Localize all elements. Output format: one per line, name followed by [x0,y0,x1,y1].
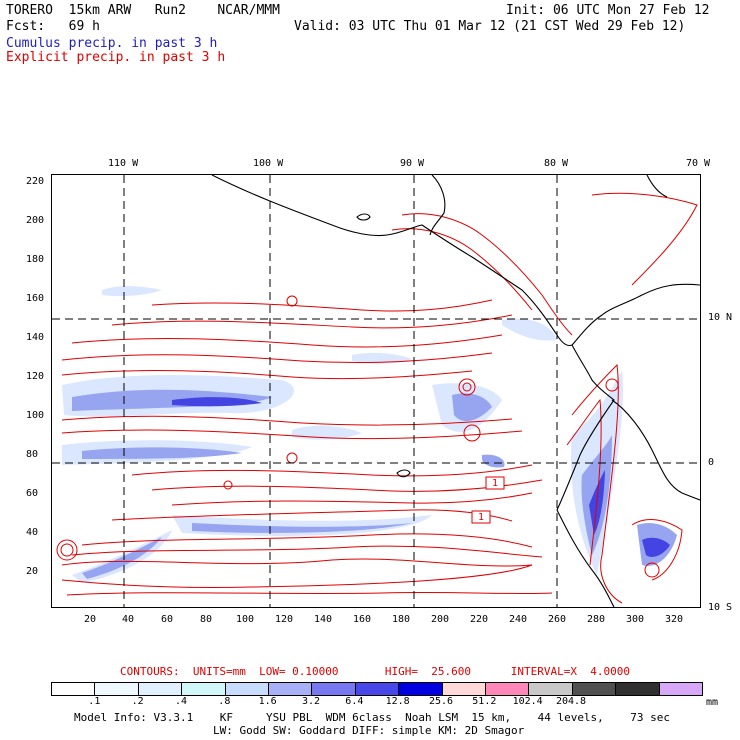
x-tick: 20 [84,614,97,625]
legend-label: .8 [218,696,231,707]
legend-swatch [182,683,226,695]
explicit-label: Explicit precip. in past 3 h [6,50,226,65]
legend-label: 102.4 [512,696,543,707]
y-tick: 60 [26,488,39,499]
legend-unit: mm [706,697,719,708]
legend-swatch [225,683,270,695]
legend-swatch [529,683,573,695]
legend-swatch [572,683,617,695]
legend-label: 6.4 [345,696,364,707]
cumulus-precip-shading [62,286,677,583]
y-tick: 200 [26,215,45,226]
model-info: Model Info: V3.3.1 KF YSU PBL WDM 6class… [74,711,671,724]
legend-label: 204.8 [555,696,587,707]
x-tick: 260 [548,614,567,625]
y-tick: 80 [26,449,39,460]
explicit-precip-contours [56,192,698,604]
x-tick: 220 [470,614,489,625]
y-tick: 100 [26,410,45,421]
x-tick: 300 [626,614,645,625]
precip-map: 1 1 [51,174,701,608]
legend-labels: .1 .2 .4 .8 1.6 3.2 6.4 12.8 25.6 51.2 102.4 204.8 [51,696,701,708]
legend-swatch [355,683,400,695]
x-tick: 100 [236,614,255,625]
latlon-grid [52,175,700,607]
lat-label: 0 [708,457,715,468]
legend-swatch [95,683,139,695]
x-tick: 40 [122,614,135,625]
legend-swatch [659,683,703,695]
legend-swatch [616,683,660,695]
y-tick: 40 [26,527,39,538]
contours-info: CONTOURS: UNITS=mm LOW= 0.10000 HIGH= 25… [120,665,630,678]
lon-label: 70 W [686,158,711,169]
header-title: TORERO 15km ARW Run2 NCAR/MMM [6,3,280,18]
legend-swatch [269,683,313,695]
lon-label: 100 W [253,158,284,169]
x-tick: 320 [665,614,684,625]
legend-label: .2 [131,696,144,707]
y-tick: 220 [26,176,45,187]
x-tick: 200 [431,614,450,625]
legend-swatch [52,683,96,695]
y-tick: 180 [26,254,45,265]
lat-label: 10 N [708,312,733,323]
x-tick: 240 [509,614,528,625]
lat-label: 10 S [708,602,733,613]
y-tick: 140 [26,332,45,343]
legend-label: 51.2 [472,696,497,707]
lon-label: 110 W [108,158,139,169]
x-tick: 120 [275,614,294,625]
lon-label: 80 W [544,158,569,169]
legend-label: .1 [88,696,101,707]
coastlines [211,175,700,607]
legend-label: 3.2 [301,696,321,707]
legend-label: 1.6 [258,696,277,707]
x-tick: 140 [314,614,333,625]
precip-color-legend [51,682,703,696]
legend-swatch [399,683,443,695]
x-tick: 80 [200,614,213,625]
x-tick: 280 [587,614,606,625]
legend-label: 25.6 [428,696,454,707]
contour-label-boxes [471,476,505,524]
y-tick: 20 [26,566,39,577]
legend-label: .4 [174,696,188,707]
forecast-hour: Fcst: 69 h [6,19,100,34]
x-tick: 180 [392,614,411,625]
x-tick: 60 [161,614,174,625]
legend-swatch [442,683,487,695]
contour-label: 1 [478,512,485,523]
map-canvas [52,175,700,607]
legend-swatch [486,683,530,695]
model-physics: LW: Godd SW: Goddard DIFF: simple KM: 2D… [213,724,525,737]
legend-label: 12.8 [385,696,410,707]
init-time: Init: 06 UTC Mon 27 Feb 12 [506,3,710,18]
legend-swatch [312,683,356,695]
contour-label: 1 [492,478,499,489]
valid-time: Valid: 03 UTC Thu 01 Mar 12 (21 CST Wed … [294,19,686,34]
y-tick: 120 [26,371,45,382]
lon-label: 90 W [400,158,425,169]
x-tick: 160 [353,614,372,625]
cumulus-label: Cumulus precip. in past 3 h [6,36,218,51]
legend-swatch [138,683,183,695]
y-tick: 160 [26,293,45,304]
